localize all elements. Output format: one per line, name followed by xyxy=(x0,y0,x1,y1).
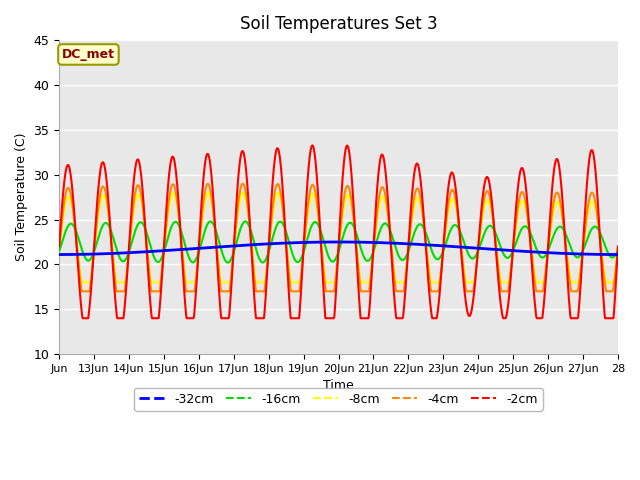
Legend: -32cm, -16cm, -8cm, -4cm, -2cm: -32cm, -16cm, -8cm, -4cm, -2cm xyxy=(134,388,543,411)
Title: Soil Temperatures Set 3: Soil Temperatures Set 3 xyxy=(240,15,437,33)
Text: DC_met: DC_met xyxy=(62,48,115,61)
Y-axis label: Soil Temperature (C): Soil Temperature (C) xyxy=(15,133,28,262)
X-axis label: Time: Time xyxy=(323,379,354,393)
